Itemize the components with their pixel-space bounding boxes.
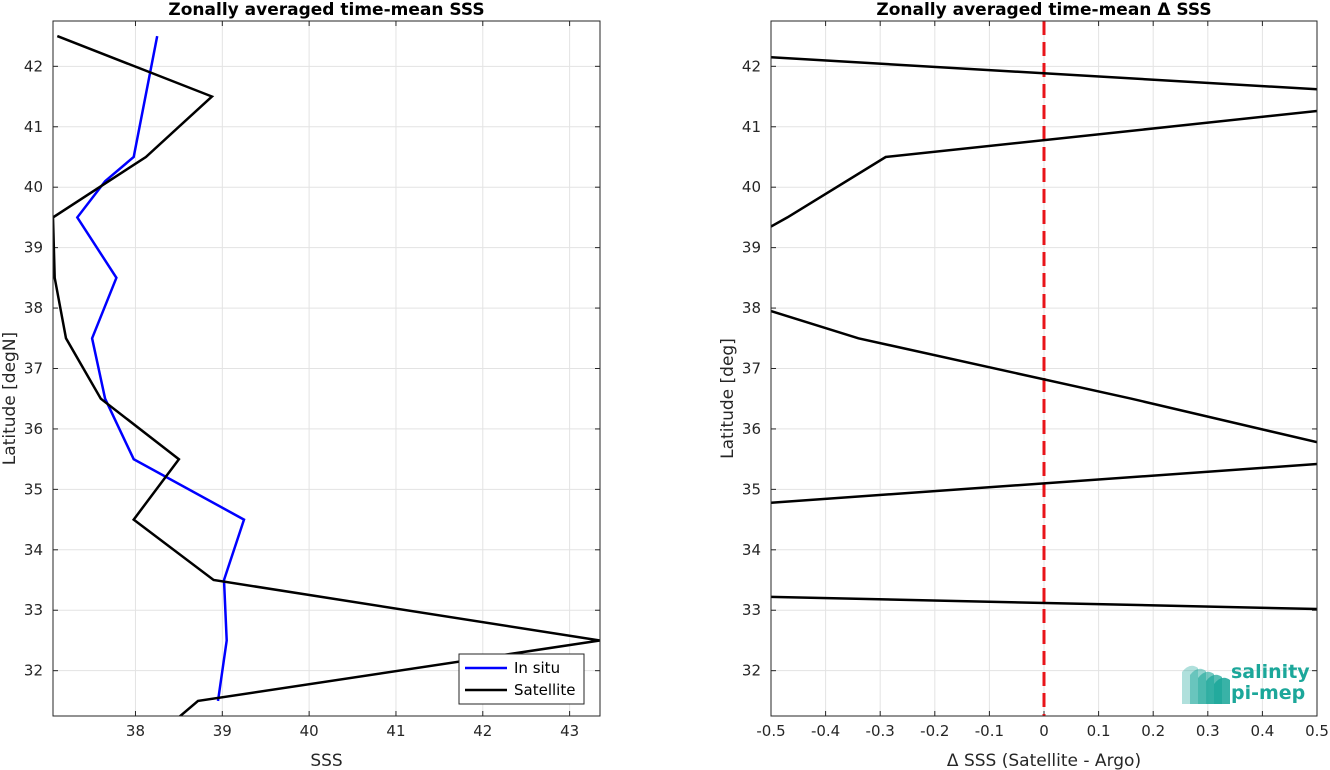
y-tick-label: 38 bbox=[24, 299, 43, 317]
logo-text-line1: salinity bbox=[1231, 661, 1310, 683]
y-tick-label: 36 bbox=[742, 420, 761, 438]
series-line-0 bbox=[771, 595, 1317, 611]
chart-title: Zonally averaged time-mean Δ SSS bbox=[876, 0, 1211, 20]
x-tick-label: 0 bbox=[1039, 722, 1049, 740]
y-tick-label: 41 bbox=[742, 118, 761, 136]
y-tick-label: 37 bbox=[742, 360, 761, 378]
y-tick-label: 36 bbox=[24, 420, 43, 438]
axes-box bbox=[770, 20, 1318, 717]
y-axis-label: Latitude [deg] bbox=[718, 338, 738, 459]
y-tick-label: 35 bbox=[24, 480, 43, 498]
panel-sss: 38 39 40 41 42 43 32 33 34 35 36 37 38 39 40 41 42 Zonall… bbox=[0, 0, 601, 770]
legend-box bbox=[458, 653, 585, 705]
series-line-1 bbox=[771, 462, 1317, 504]
series-line-3 bbox=[771, 109, 1317, 228]
y-tick-label: 41 bbox=[24, 118, 43, 136]
series-line-in-situ bbox=[75, 35, 246, 702]
x-tick-label: 43 bbox=[560, 722, 579, 740]
x-tick-label: 38 bbox=[126, 722, 145, 740]
y-tick-label: 40 bbox=[24, 178, 43, 196]
legend-entry: Satellite bbox=[514, 681, 575, 699]
legend-entry: In situ bbox=[514, 659, 560, 677]
x-axis-label: Δ SSS (Satellite - Argo) bbox=[947, 751, 1141, 770]
y-tick-label: 39 bbox=[742, 239, 761, 257]
x-tick-label: 40 bbox=[300, 722, 319, 740]
x-tick-label: 0.3 bbox=[1196, 722, 1220, 740]
y-tick-label: 38 bbox=[742, 299, 761, 317]
y-tick-label: 32 bbox=[742, 662, 761, 680]
y-tick-label: 33 bbox=[742, 601, 761, 619]
x-tick-label: 0.5 bbox=[1305, 722, 1329, 740]
y-tick-label: 35 bbox=[742, 480, 761, 498]
x-tick-label: -0.2 bbox=[920, 722, 949, 740]
y-axis-label: Latitude [degN] bbox=[0, 332, 20, 465]
x-tick-label: 0.4 bbox=[1250, 722, 1274, 740]
y-tick-label: 37 bbox=[24, 360, 43, 378]
axes-box bbox=[52, 20, 601, 717]
x-tick-label: -0.4 bbox=[811, 722, 840, 740]
x-axis-label: SSS bbox=[310, 751, 342, 770]
y-tick-label: 32 bbox=[24, 662, 43, 680]
series-line-satellite bbox=[53, 34, 600, 716]
y-tick-label: 33 bbox=[24, 601, 43, 619]
chart-title: Zonally averaged time-mean SSS bbox=[168, 0, 484, 20]
logo-text-line2: pi-mep bbox=[1231, 682, 1305, 704]
y-tick-label: 42 bbox=[742, 57, 761, 75]
series-line-2 bbox=[771, 309, 1317, 444]
series-line-4 bbox=[771, 56, 1317, 91]
panel-delta-sss: -0.5 -0.4 -0.3 -0.2 -0.1 0 0.1 0.2 0.3 0.4 0.5 32 33… bbox=[718, 0, 1329, 770]
x-tick-label: 42 bbox=[473, 722, 492, 740]
y-tick-label: 42 bbox=[24, 57, 43, 75]
logo-wave-shape bbox=[1214, 677, 1230, 704]
y-tick-label: 34 bbox=[742, 541, 761, 559]
x-tick-label: -0.1 bbox=[975, 722, 1004, 740]
x-tick-label: 0.1 bbox=[1087, 722, 1111, 740]
x-tick-label: 0.2 bbox=[1141, 722, 1165, 740]
x-tick-label: 41 bbox=[386, 722, 405, 740]
x-tick-label: 39 bbox=[213, 722, 232, 740]
legend: In situ Satellite bbox=[458, 653, 585, 705]
y-tick-label: 34 bbox=[24, 541, 43, 559]
logo-wave-shape bbox=[1182, 665, 1198, 704]
y-tick-label: 40 bbox=[742, 178, 761, 196]
y-tick-label: 39 bbox=[24, 239, 43, 257]
x-tick-label: -0.3 bbox=[866, 722, 895, 740]
x-tick-label: -0.5 bbox=[756, 722, 785, 740]
